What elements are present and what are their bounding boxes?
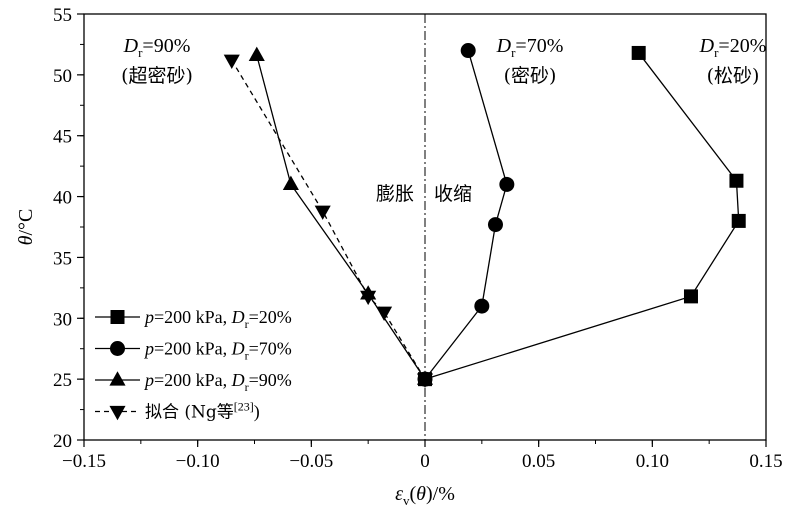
series-line-2 xyxy=(424,50,508,380)
annotation-dr90-description: (超密砂) xyxy=(121,65,193,87)
legend-label-4: 拟合 (Ng等[23]) xyxy=(145,400,260,423)
annotation-dr70-label: Dr=70% xyxy=(496,35,564,60)
legend-marker-3 xyxy=(109,371,126,386)
data-point-s2 xyxy=(487,217,503,233)
plot-area xyxy=(77,13,767,447)
y-tick-label: 50 xyxy=(53,66,72,87)
data-point-s4 xyxy=(360,290,377,306)
x-axis-title: εv(θ)/% xyxy=(395,483,455,508)
y-tick-label: 40 xyxy=(53,188,72,209)
y-tick-label: 45 xyxy=(53,127,72,148)
y-tick-label: 20 xyxy=(53,431,72,452)
data-point-s3 xyxy=(282,175,299,190)
data-point-s1 xyxy=(683,289,698,304)
x-tick-label: −0.05 xyxy=(289,451,333,472)
data-point-s4 xyxy=(314,205,331,220)
legend-label-3: p=200 kPa, Dr=90% xyxy=(143,370,292,394)
data-point-s3 xyxy=(248,46,265,61)
annotation-dr20-label: Dr=20% xyxy=(699,35,767,60)
y-tick-label: 55 xyxy=(53,5,72,26)
x-tick-label: −0.10 xyxy=(176,451,220,472)
x-tick-label: 0.05 xyxy=(522,451,555,472)
data-point-s4 xyxy=(376,306,393,321)
legend-label-1: p=200 kPa, Dr=20% xyxy=(143,307,292,331)
x-tick-label: 0 xyxy=(420,451,430,472)
data-point-s4 xyxy=(416,373,434,388)
data-point-s2 xyxy=(474,298,490,314)
series-line-3 xyxy=(256,55,426,380)
legend-marker-1 xyxy=(110,310,125,324)
x-tick-label: −0.15 xyxy=(62,451,106,472)
annotation-dilation: 膨胀 xyxy=(376,183,414,205)
data-point-s1 xyxy=(631,45,646,60)
legend-marker-2 xyxy=(110,341,125,356)
y-tick-label: 25 xyxy=(53,370,72,391)
legend-label-2: p=200 kPa, Dr=70% xyxy=(143,339,292,363)
series-line-1 xyxy=(424,52,740,380)
y-tick-label: 30 xyxy=(53,309,72,330)
y-axis-title: θ/°C xyxy=(15,209,37,246)
data-point-s2 xyxy=(499,176,515,192)
data-point-s1 xyxy=(731,213,746,228)
annotation-contraction: 收缩 xyxy=(434,183,472,205)
annotation-dr90-label: Dr=90% xyxy=(123,35,191,60)
annotation-dr20-description: (松砂) xyxy=(707,65,760,87)
series-line-4 xyxy=(231,59,426,380)
series-layer xyxy=(223,43,746,388)
y-tick-label: 35 xyxy=(53,248,72,269)
annotation-dr70-description: (密砂) xyxy=(504,65,557,87)
data-point-s2 xyxy=(460,43,476,59)
x-tick-label: 0.10 xyxy=(636,451,669,472)
legend: p=200 kPa, Dr=20% p=200 kPa, Dr=70% p=200 … xyxy=(95,307,292,423)
data-point-s4 xyxy=(223,54,240,70)
text-layer: −0.15 −0.10 −0.05 0 0.05 0.10 0.15 20 25 30 35 40 45… xyxy=(15,5,783,508)
data-point-s1 xyxy=(729,173,744,188)
x-tick-label: 0.15 xyxy=(749,451,782,472)
legend-marker-4 xyxy=(109,405,126,421)
